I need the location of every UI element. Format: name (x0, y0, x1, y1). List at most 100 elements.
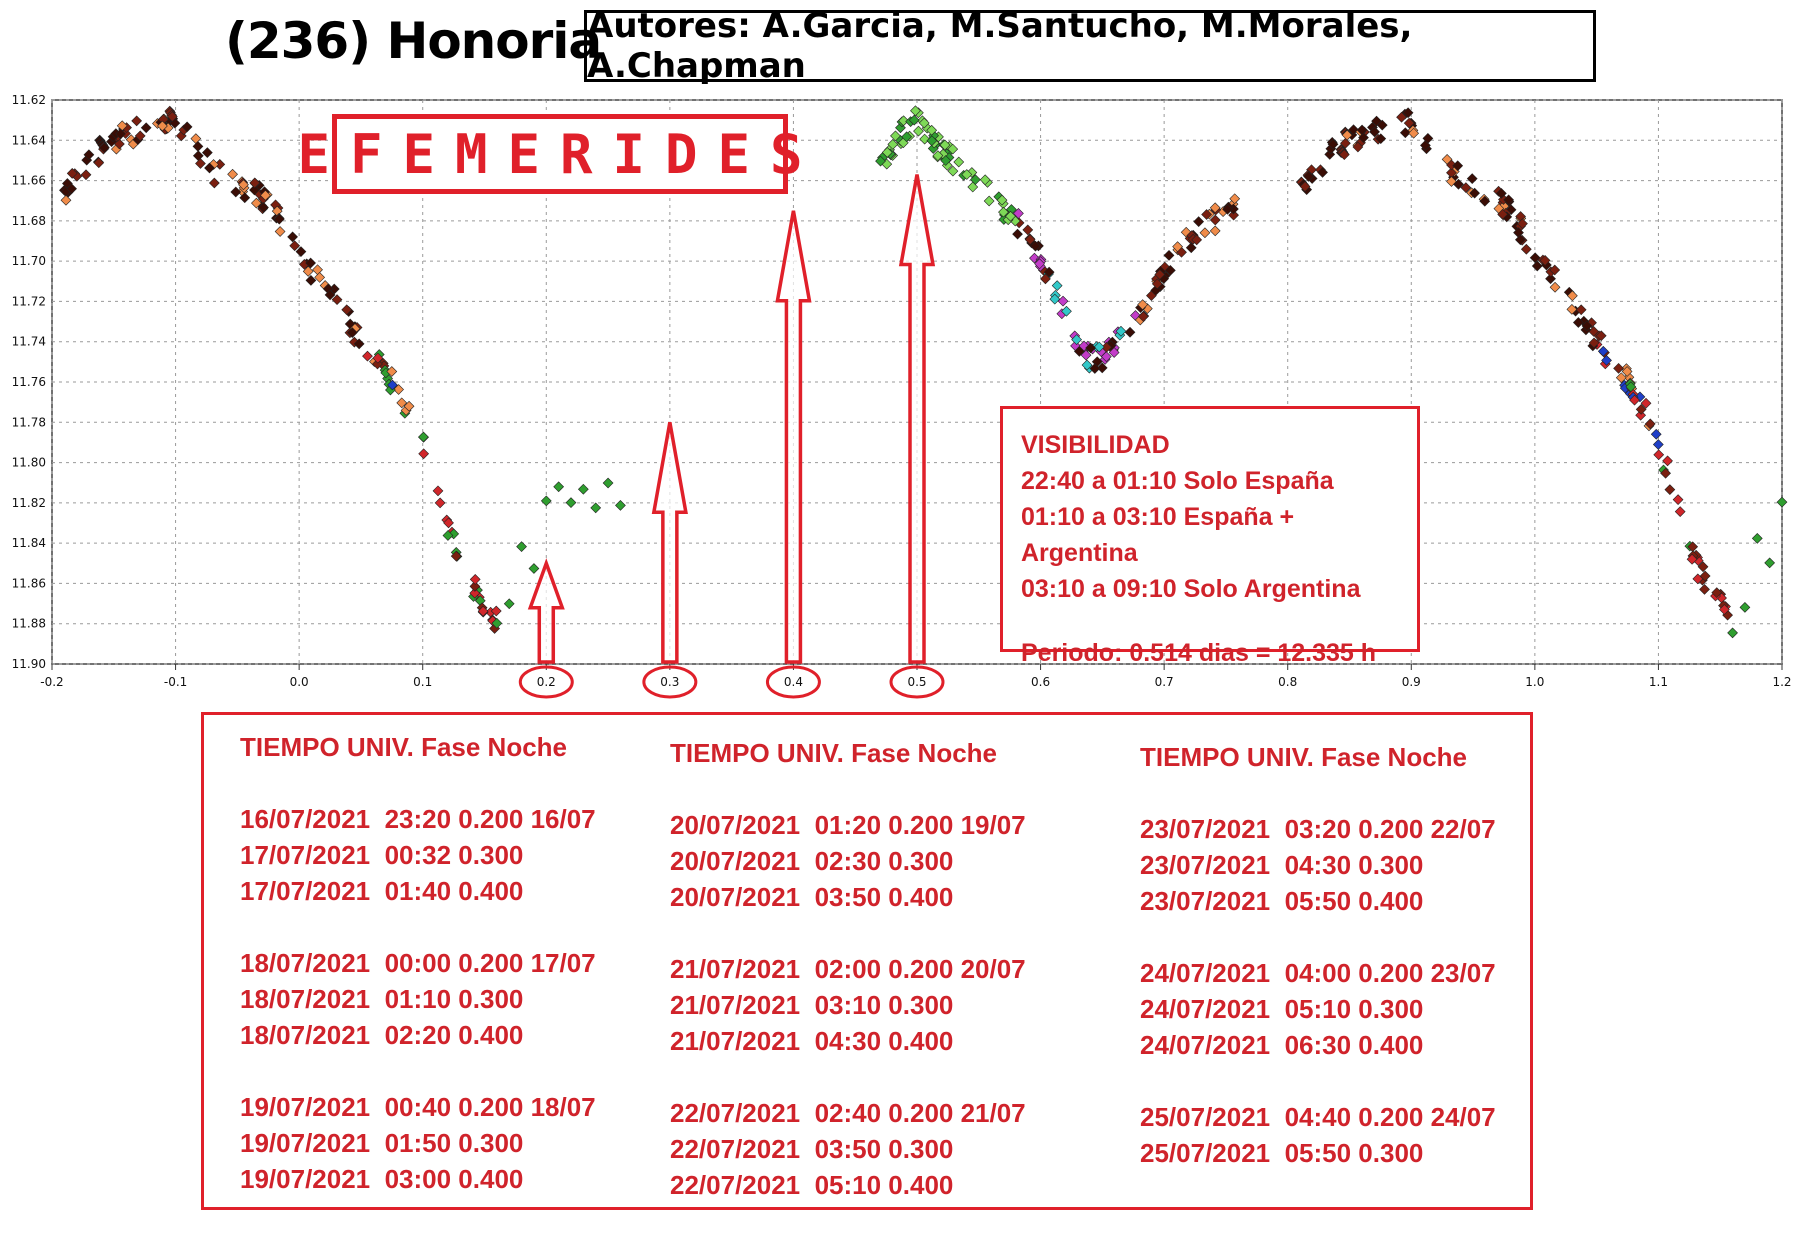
ephemeris-column: TIEMPO UNIV. Fase Noche 16/07/2021 23:20… (240, 715, 596, 1233)
y-tick-label: 11.80 (12, 456, 46, 470)
y-tick-label: 11.90 (12, 657, 46, 671)
data-point (372, 352, 384, 364)
data-point (1191, 234, 1203, 246)
data-point (1151, 278, 1163, 290)
x-tick-label: 1.0 (1525, 675, 1544, 689)
visibility-line: 01:10 a 03:10 España + Argentina (1021, 503, 1295, 567)
data-point (1531, 260, 1543, 272)
data-point (201, 147, 213, 158)
ephemeris-row: 24/07/2021 06:30 0.400 (1140, 1030, 1424, 1060)
data-point (99, 142, 110, 154)
data-point (1751, 532, 1763, 544)
data-point (131, 115, 143, 127)
x-tick-label: 0.1 (413, 675, 432, 689)
data-point (372, 358, 383, 370)
data-point (331, 294, 343, 306)
data-point (166, 111, 178, 123)
data-point (1317, 166, 1328, 178)
data-point (1399, 127, 1411, 139)
data-point (1466, 173, 1478, 184)
x-tick-label: 0.8 (1278, 675, 1297, 689)
data-point (996, 194, 1008, 206)
data-point (204, 162, 215, 174)
data-point (1697, 561, 1709, 573)
data-point (1115, 325, 1127, 337)
authors-box: Autores: A.Garcia, M.Santucho, M.Morales… (584, 6, 1596, 86)
data-point (1358, 132, 1369, 144)
data-point (1495, 187, 1507, 199)
data-point (302, 265, 314, 277)
data-point (1625, 381, 1637, 393)
phase-arrow (651, 421, 688, 664)
data-point (1199, 227, 1211, 239)
data-point (1101, 341, 1112, 353)
data-point (1124, 326, 1136, 338)
visibility-box: VISIBILIDAD 22:40 a 01:10 Solo España 01… (1000, 406, 1420, 667)
ephemeris-row: 19/07/2021 03:00 0.400 (240, 1164, 524, 1194)
data-point (1061, 305, 1072, 317)
data-point (1422, 132, 1434, 144)
y-tick-label: 11.66 (12, 174, 46, 188)
data-point (1193, 216, 1205, 228)
data-point (274, 226, 286, 237)
data-point (443, 517, 454, 529)
data-point (1222, 203, 1233, 215)
data-point (214, 158, 226, 170)
data-point (1739, 602, 1751, 613)
data-point (1164, 264, 1176, 276)
data-point (1597, 345, 1609, 357)
column-header: TIEMPO UNIV. Fase Noche (240, 732, 568, 762)
ephemeris-row: 23/07/2021 04:30 0.300 (1140, 850, 1424, 880)
data-point (983, 195, 995, 207)
data-point (227, 168, 238, 180)
ephemeris-row: 23/07/2021 05:50 0.400 (1140, 886, 1424, 916)
data-point (577, 483, 589, 495)
data-point (1674, 506, 1686, 518)
column-header: TIEMPO UNIV. Fase Noche (1140, 742, 1468, 772)
ephemeris-row: 24/07/2021 05:10 0.300 (1140, 994, 1424, 1024)
data-point (1081, 359, 1093, 371)
data-point (1006, 204, 1017, 215)
data-point (1529, 252, 1541, 264)
data-point (590, 502, 602, 514)
data-point (1469, 187, 1480, 199)
data-point (1453, 178, 1464, 190)
data-point (393, 384, 404, 395)
ephemeris-row: 20/07/2021 02:30 0.300 (670, 846, 954, 876)
data-point (403, 400, 415, 412)
data-point (939, 139, 951, 151)
data-point (1108, 347, 1120, 358)
phase-arrow (898, 174, 936, 664)
data-point (238, 179, 249, 191)
data-point (970, 174, 981, 186)
data-point (114, 138, 125, 150)
chart-title: (236) Honoria (225, 12, 602, 70)
data-point (314, 272, 326, 283)
y-tick-label: 11.76 (12, 375, 46, 389)
data-point (1549, 264, 1561, 276)
data-point (998, 206, 1009, 218)
ephemeris-row: 25/07/2021 04:40 0.200 24/07 (1140, 1102, 1496, 1132)
data-point (1479, 195, 1491, 207)
data-point (890, 130, 901, 142)
data-point (1209, 225, 1221, 237)
data-point (115, 128, 126, 140)
data-point (1652, 439, 1664, 450)
data-point (1327, 138, 1339, 150)
data-point (1629, 394, 1640, 406)
data-point (1356, 124, 1368, 136)
ephemeris-column: TIEMPO UNIV. Fase Noche 23/07/2021 03:20… (1140, 725, 1496, 1207)
data-point (1503, 194, 1514, 206)
x-tick-label: 0.3 (660, 675, 679, 689)
data-point (1764, 557, 1776, 569)
data-point (1089, 363, 1101, 374)
data-point (553, 481, 565, 493)
y-tick-label: 11.86 (12, 576, 46, 590)
data-point (1595, 330, 1607, 342)
data-point (1497, 208, 1508, 220)
data-point (1340, 137, 1351, 149)
visibility-line: 03:10 a 09:10 Solo Argentina (1021, 575, 1361, 603)
data-point (1402, 107, 1414, 119)
data-point (208, 177, 220, 189)
data-point (503, 598, 515, 610)
